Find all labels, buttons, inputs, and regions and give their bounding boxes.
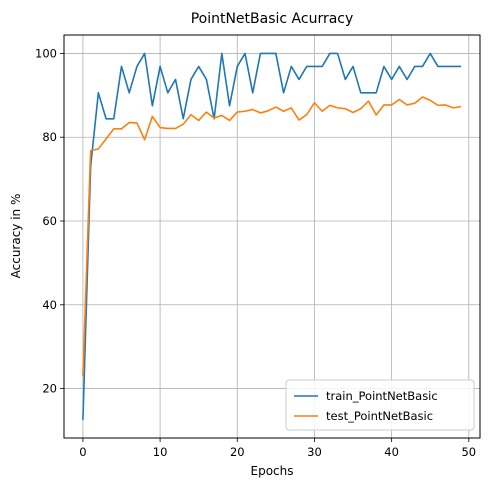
y-tick-label: 20 [42,382,57,396]
y-tick-label: 100 [35,46,57,60]
chart-title: PointNetBasic Acurracy [191,11,354,27]
series-line-1 [82,96,462,377]
legend: train_PointNetBasic test_PointNetBasic [285,379,475,431]
legend-label-0: train_PointNetBasic [326,389,438,403]
series-group [82,52,462,421]
x-tick-label: 50 [461,445,476,459]
x-tick-label: 20 [230,445,245,459]
x-tick-label: 10 [153,445,168,459]
y-tick-label: 40 [42,298,57,312]
legend-label-1: test_PointNetBasic [326,409,433,423]
x-axis-label: Epochs [251,464,294,478]
y-tick-label: 80 [42,130,57,144]
y-axis-label: Accuracy in % [9,194,23,279]
x-tick-label: 30 [307,445,322,459]
x-tick-label: 0 [79,445,86,459]
x-tick-label: 40 [384,445,399,459]
legend-box [285,379,475,431]
series-line-0 [82,52,462,421]
ticks: 0 10 20 30 40 50 20 40 60 80 100 [35,46,476,459]
y-tick-label: 60 [42,214,57,228]
plot-frame [63,34,481,439]
